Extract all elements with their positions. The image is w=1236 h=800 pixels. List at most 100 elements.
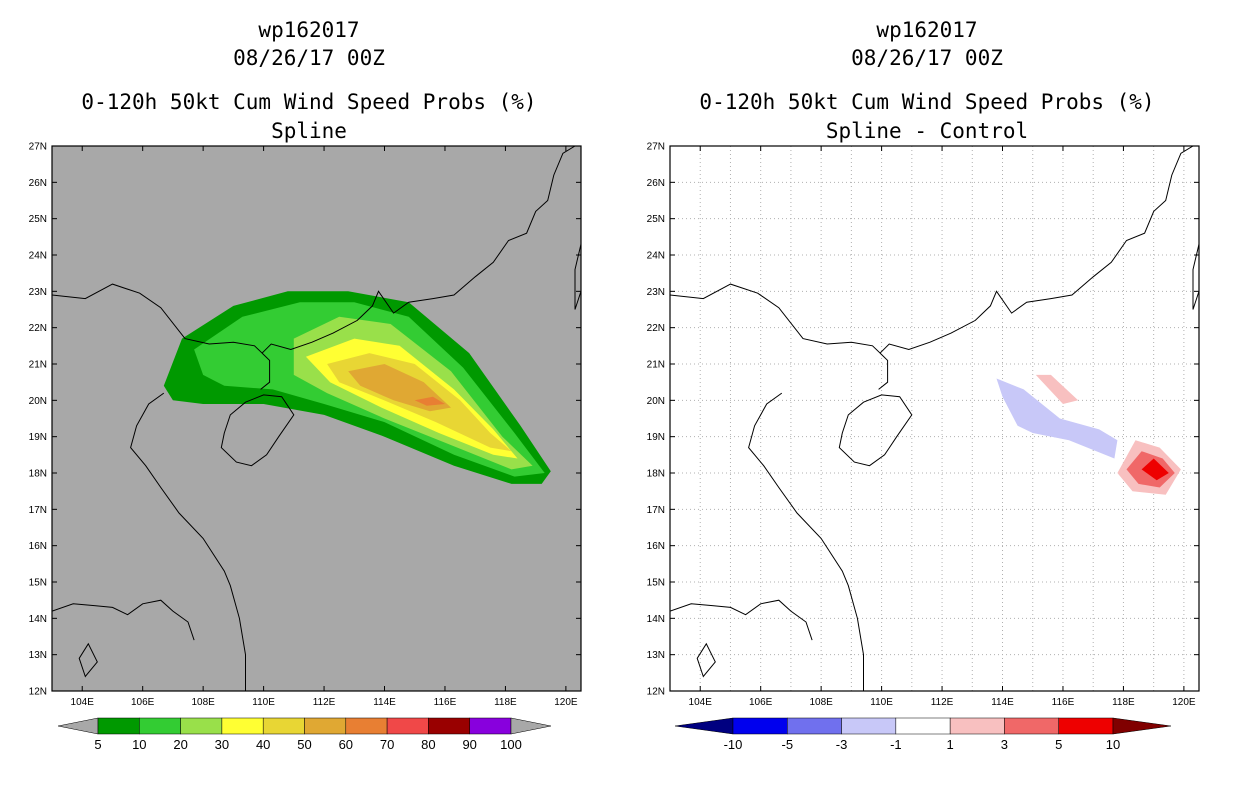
y-tick-label: 20N: [647, 396, 665, 407]
colorbar-swatch: [895, 717, 951, 735]
map-background: [670, 146, 1199, 691]
y-tick-label: 27N: [647, 142, 665, 153]
x-tick-label: 116E: [1052, 697, 1075, 708]
subtitle: Spline: [271, 119, 347, 143]
y-tick-label: 18N: [647, 469, 665, 480]
island-outline: [574, 243, 581, 310]
product-title: 0-120h 50kt Cum Wind Speed Probs (%): [81, 90, 537, 114]
colorbar-label: -1: [890, 737, 902, 752]
y-tick-label: 12N: [647, 687, 665, 698]
coastline: [670, 146, 1194, 354]
colorbar-swatch: [732, 717, 788, 735]
y-tick-label: 19N: [29, 432, 47, 443]
colorbar-swatch: [345, 717, 388, 735]
colorbar-label: 3: [1001, 737, 1008, 752]
colorbar-label: 10: [132, 737, 146, 752]
coastline: [748, 392, 864, 691]
y-tick-label: 21N: [647, 360, 665, 371]
y-tick-label: 22N: [647, 323, 665, 334]
y-tick-label: 24N: [29, 251, 47, 262]
y-tick-label: 14N: [29, 614, 47, 625]
product-title: 0-120h 50kt Cum Wind Speed Probs (%): [699, 90, 1155, 114]
colorbar-swatch: [386, 717, 429, 735]
panel-spline: wp162017 08/26/17 00Z 0-120h 50kt Cum Wi…: [29, 18, 582, 752]
coastline: [52, 146, 576, 354]
date-title: 08/26/17 00Z: [233, 46, 385, 70]
x-tick-label: 106E: [131, 697, 155, 708]
colorbar-label: 90: [462, 737, 476, 752]
colorbar-swatch: [1058, 717, 1114, 735]
coastline: [670, 599, 813, 641]
colorbar-label: 10: [1106, 737, 1120, 752]
y-tick-label: 25N: [29, 214, 47, 225]
island-outline: [838, 394, 913, 467]
colorbar-swatch: [304, 717, 347, 735]
y-tick-label: 27N: [29, 142, 47, 153]
contour-region: [1035, 374, 1079, 404]
y-tick-label: 15N: [29, 578, 47, 589]
colorbar-label: -5: [782, 737, 794, 752]
x-tick-label: 112E: [931, 697, 954, 708]
y-tick-label: 22N: [29, 323, 47, 334]
panel-spline-minus-control: wp162017 08/26/17 00Z 0-120h 50kt Cum Wi…: [618, 0, 1236, 800]
y-tick-label: 12N: [29, 687, 47, 698]
colorbar-swatch: [221, 717, 264, 735]
colorbar-label: 40: [256, 737, 270, 752]
colorbar-swatch: [262, 717, 305, 735]
y-tick-label: 17N: [647, 505, 665, 516]
y-tick-label: 14N: [647, 614, 665, 625]
y-tick-label: 25N: [647, 214, 665, 225]
y-tick-label: 18N: [29, 469, 47, 480]
y-tick-label: 26N: [29, 178, 47, 189]
map-frame: [669, 145, 1200, 692]
map-layer: [52, 146, 581, 691]
colorbar-end-low: [674, 717, 734, 735]
y-tick-label: 17N: [29, 505, 47, 516]
island-outline: [1192, 243, 1199, 310]
x-tick-label: 116E: [434, 697, 457, 708]
x-tick-label: 108E: [191, 697, 215, 708]
wind-prob-diff-map: 12N 13N 14N 15N 16N 17N 18N 19N 20N 21N 22N 23N 24N 2…: [647, 142, 1200, 752]
colorbar-swatch: [469, 717, 512, 735]
y-tick-label: 26N: [647, 178, 665, 189]
subtitle: Spline - Control: [825, 119, 1029, 143]
colorbar: -10 -5 -3 -1 1 3 5 10: [674, 717, 1172, 752]
colorbar-label: 30: [215, 737, 229, 752]
colorbar-end-low: [57, 717, 99, 735]
y-tick-label: 13N: [29, 650, 47, 661]
colorbar-swatch: [139, 717, 181, 735]
colorbar-swatch: [1004, 717, 1059, 735]
colorbar-swatch: [97, 717, 140, 735]
x-tick-label: 104E: [71, 697, 95, 708]
colorbar-label: 5: [1055, 737, 1062, 752]
colorbar-label: 5: [94, 737, 101, 752]
coastline: [52, 599, 195, 641]
y-tick-label: 20N: [29, 396, 47, 407]
x-tick-label: 114E: [991, 697, 1014, 708]
y-tick-label: 23N: [647, 287, 665, 298]
contour-region: [414, 396, 445, 406]
colorbar-label: 20: [173, 737, 187, 752]
colorbar-label: 100: [500, 737, 522, 752]
y-tick-label: 16N: [647, 541, 665, 552]
coastline: [260, 352, 271, 390]
colorbar-end-high: [1112, 717, 1172, 735]
colorbar-label: -3: [836, 737, 848, 752]
colorbar-label: -10: [724, 737, 743, 752]
colorbar-end-high: [510, 717, 552, 735]
island-outline: [696, 642, 716, 678]
x-tick-label: 106E: [749, 697, 773, 708]
coastline: [878, 352, 889, 390]
x-tick-label: 110E: [252, 697, 275, 708]
x-tick-label: 118E: [1112, 697, 1135, 708]
contour-region: [996, 378, 1118, 459]
storm-id-title: wp162017: [258, 18, 360, 42]
colorbar-swatch: [787, 717, 842, 735]
x-tick-label: 108E: [809, 697, 833, 708]
wind-prob-map: 12N 13N 14N 15N 16N 17N 18N 19N 20N 21N 22N 23N 24N 2…: [29, 142, 582, 752]
colorbar-swatch: [428, 717, 470, 735]
colorbar-label: 50: [297, 737, 311, 752]
y-tick-label: 24N: [647, 251, 665, 262]
x-tick-label: 114E: [373, 697, 396, 708]
x-tick-label: 104E: [689, 697, 713, 708]
